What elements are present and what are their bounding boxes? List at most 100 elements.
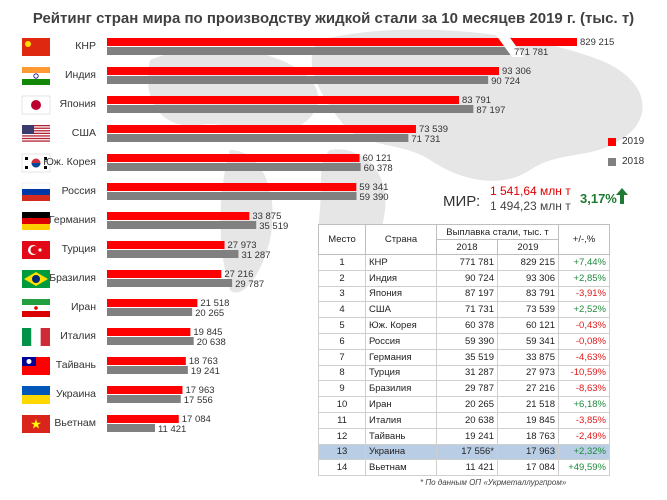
- cell-change: -4,63%: [558, 348, 610, 366]
- cell-place: 1: [318, 254, 366, 271]
- cell-change: +2,32%: [558, 443, 610, 461]
- cell-change: -3,91%: [558, 285, 610, 303]
- flag-stripe: [21, 182, 51, 190]
- table-row: 6 Россия 59 390 59 341 -0,08%: [318, 332, 610, 350]
- cell-change: +2,85%: [558, 269, 610, 287]
- cell-country: Япония: [365, 285, 437, 303]
- bar-2019: [107, 386, 183, 394]
- data-label-2019: 93 306: [502, 66, 531, 77]
- cell-place: 10: [318, 396, 366, 413]
- cell-country: Индия: [365, 269, 437, 287]
- flag-stripe: [22, 140, 50, 142]
- legend-item-2019: 2019: [608, 136, 644, 147]
- flag-star: [38, 248, 42, 252]
- cell-country: Юж. Корея: [365, 317, 437, 334]
- flag-trigram: [44, 157, 47, 160]
- world-total: МИР: 1 541,64 млн т 1 494,23 млн т 3,17%: [430, 181, 650, 217]
- bar-2018: [107, 76, 489, 84]
- cell-2018: 31 287: [436, 364, 498, 382]
- flag-stripe: [22, 79, 50, 85]
- cell-country: Украина: [365, 443, 437, 461]
- cell-2019: 83 791: [497, 285, 559, 303]
- category-label: Бразилия: [49, 272, 96, 284]
- data-label-2019: 27 216: [224, 269, 253, 280]
- south-korea-flag-icon: [21, 153, 51, 173]
- header-change: +/-,%: [558, 224, 610, 255]
- cell-place: 2: [318, 269, 366, 287]
- flag-stripe: [31, 328, 41, 346]
- flag-emblem: [34, 306, 38, 310]
- brazil-flag-icon: [22, 270, 50, 288]
- header-country: Страна: [365, 224, 437, 255]
- legend-item-2018: 2018: [608, 156, 644, 167]
- category-label: Турция: [62, 243, 96, 255]
- cell-2018: 87 197: [436, 285, 498, 303]
- bar-2018: [107, 163, 361, 171]
- cell-2019: 17 084: [497, 459, 559, 477]
- category-label: Индия: [65, 69, 96, 81]
- world-value-2019: 1 541,64 млн т: [490, 184, 571, 198]
- header-production: Выплавка стали, тыс. т: [436, 224, 559, 240]
- data-label-2018: 19 241: [191, 366, 220, 377]
- cell-2018: 60 378: [436, 317, 498, 334]
- data-label-2018: 17 556: [184, 395, 213, 406]
- data-label-2019: 17 084: [182, 414, 211, 425]
- germany-flag-icon: [22, 212, 50, 230]
- flag-stripe: [22, 67, 50, 73]
- data-label-2019: 60 121: [363, 153, 392, 164]
- flag-stripe: [22, 132, 50, 135]
- bar-2018: [107, 279, 233, 287]
- data-label-2018: 35 519: [259, 221, 288, 232]
- bar-2018: [107, 105, 474, 113]
- data-label-2018: 90 724: [491, 76, 520, 87]
- cell-place: 11: [318, 411, 366, 429]
- bar-2019: [107, 415, 179, 423]
- flag-field: [22, 38, 50, 56]
- cell-2019: 27 973: [497, 364, 559, 382]
- bar-2019: [107, 125, 416, 133]
- world-label: МИР:: [443, 193, 481, 210]
- cell-country: Тайвань: [365, 427, 437, 445]
- header-2019: 2019: [497, 239, 559, 255]
- flag-wheel: [33, 73, 39, 79]
- legend: 2019 2018: [608, 136, 644, 176]
- data-label-2019: 17 963: [185, 385, 214, 396]
- usa-flag-icon: [22, 125, 50, 142]
- legend-label-2019: 2019: [622, 136, 645, 147]
- flag-stripe: [22, 299, 50, 305]
- table-row: 4 США 71 731 73 539 +2,52%: [318, 301, 610, 319]
- bar-2019: [107, 38, 577, 46]
- data-label-2019: 83 791: [462, 95, 491, 106]
- flag-stripe: [22, 395, 50, 404]
- flag-stripe: [22, 137, 50, 140]
- cell-place: 13: [318, 443, 366, 461]
- flag-globe: [32, 275, 40, 283]
- table-row: 7 Германия 35 519 33 875 -4,63%: [318, 348, 610, 366]
- data-label-2018: 771 781: [514, 47, 548, 58]
- table-row: 8 Турция 31 287 27 973 -10,59%: [318, 364, 610, 382]
- flag-stripe: [22, 386, 50, 395]
- flag-stripe: [22, 125, 50, 127]
- bar-2018: [107, 395, 181, 403]
- cell-2018: 11 421: [436, 459, 498, 477]
- bar-2018: [107, 366, 188, 374]
- category-label: Тайвань: [56, 359, 97, 371]
- data-label-2018: 20 265: [195, 308, 224, 319]
- cell-place: 5: [318, 317, 366, 334]
- ranking-table: Место Страна Выплавка стали, тыс. т +/-,…: [318, 224, 610, 477]
- flag-stripe: [22, 195, 50, 201]
- ukraine-flag-icon: [22, 386, 50, 404]
- data-label-2018: 31 287: [241, 250, 270, 261]
- bar-2019: [107, 154, 360, 162]
- cell-2018: 19 241: [436, 427, 498, 445]
- table-row: 9 Бразилия 29 787 27 216 -8,63%: [318, 380, 610, 398]
- bar-2018: [107, 192, 357, 200]
- cell-change: +7,44%: [558, 254, 610, 271]
- data-label-2018: 59 390: [360, 192, 389, 203]
- table-row: 13 Украина 17 556* 17 963 +2,32%: [318, 443, 610, 461]
- cell-country: Германия: [365, 348, 437, 366]
- cell-2018: 17 556*: [436, 443, 498, 461]
- flag-stripe: [22, 73, 50, 79]
- cell-change: -3,85%: [558, 411, 610, 429]
- taiwan-flag-icon: [22, 357, 50, 375]
